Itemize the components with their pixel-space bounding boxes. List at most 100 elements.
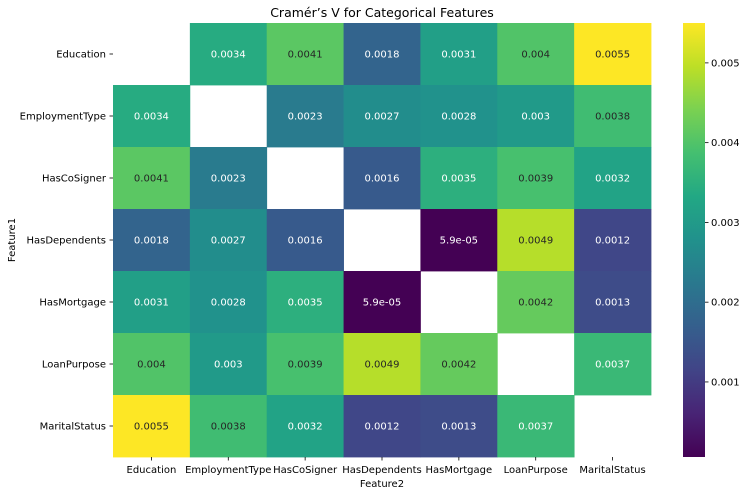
heatmap-cell [266,271,344,334]
cell-value-label: 0.0039 [518,174,553,185]
heatmap-cell [189,333,268,396]
colorbar-tick-label: 0.004 [711,138,740,149]
cell-value-label: 0.0035 [288,298,323,309]
cell-value-label: 0.003 [214,360,243,371]
cell-value-label: 0.0013 [441,422,476,433]
heatmap-cell [113,395,191,458]
cell-value-label: 0.0055 [595,50,630,61]
cell-value-label: 0.0032 [288,422,323,433]
heatmap-cell [497,209,575,272]
cell-value-label: 0.0034 [134,112,169,123]
heatmap-cell [189,271,268,334]
heatmap-cell [497,395,575,458]
chart-title: Cramér’s V for Categorical Features [270,5,494,20]
cell-value-label: 0.003 [521,112,550,123]
y-tick-label: HasCoSigner [42,174,107,185]
heatmap-cell [574,209,652,272]
heatmap-cell [420,23,498,86]
cell-value-label: 0.0018 [134,236,169,247]
y-axis-label: Feature1 [7,218,18,262]
y-tick-label: HasMortgage [39,298,106,309]
x-tick-label: HasCoSigner [273,465,338,476]
cell-value-label: 0.0042 [518,298,553,309]
x-axis-ticks: Education EmploymentType HasCoSigner HasDep… [127,457,646,476]
cell-value-label: 0.0049 [518,236,553,247]
heatmap-cell [420,209,498,272]
cell-value-label: 0.004 [521,50,550,61]
heatmap-cell [266,333,344,396]
y-tick-label: EmploymentType [20,112,106,123]
x-tick-label: LoanPurpose [504,465,568,476]
heatmap-cell [420,85,498,148]
y-axis-ticks: Education EmploymentType HasCoSigner HasDep… [20,50,113,433]
heatmap-cell [189,147,268,210]
cell-value-label: 0.0018 [365,50,400,61]
colorbar-tick-label: 0.003 [711,218,740,229]
colorbar: 0.001 0.002 0.003 0.004 0.005 [683,23,740,457]
colorbar-gradient [683,23,705,457]
y-tick-label: HasDependents [26,236,106,247]
cell-value-label: 0.0042 [441,360,476,371]
cell-value-label: 0.0023 [288,112,323,123]
colorbar-tick-label: 0.002 [711,298,740,309]
heatmap-cell [574,85,652,148]
heatmap-cell [420,147,498,210]
heatmap-cell [574,271,652,334]
cell-value-label: 0.0035 [441,174,476,185]
heatmap-cells: 0.0034 0.0041 0.0018 0.0031 0.004 0.0055 0.003… [113,23,652,458]
heatmap-cell [113,333,191,396]
cell-value-label: 0.0027 [365,112,400,123]
x-tick-label: Education [127,465,177,476]
heatmap-cell [189,23,268,86]
heatmap-cell [343,23,421,86]
cell-value-label: 0.0055 [134,422,169,433]
heatmap-cell [574,147,652,210]
heatmap-cell [420,395,498,458]
heatmap-cell [113,85,191,148]
cell-value-label: 0.0028 [441,112,476,123]
heatmap-cell [266,395,344,458]
cell-value-label: 0.0038 [211,422,246,433]
heatmap-cell [497,147,575,210]
heatmap-cell [343,85,421,148]
cell-value-label: 5.9e-05 [440,236,478,247]
cell-value-label: 0.004 [137,360,166,371]
heatmap-cell [266,85,344,148]
cell-value-label: 0.0037 [595,360,630,371]
heatmap-cell [113,209,191,272]
heatmap-cell [497,85,575,148]
heatmap-cell [189,395,268,458]
heatmap-cell [266,23,344,86]
cell-value-label: 0.0031 [134,298,169,309]
colorbar-tick-label: 0.001 [711,377,740,388]
cell-value-label: 0.0049 [365,360,400,371]
x-tick-label: EmploymentType [185,465,271,476]
x-tick-label: HasDependents [342,465,422,476]
heatmap-cell [497,271,575,334]
cell-value-label: 5.9e-05 [363,298,401,309]
heatmap-cell [343,147,421,210]
heatmap-cell [343,333,421,396]
heatmap-cell [574,23,652,86]
heatmap-cell [113,271,191,334]
cell-value-label: 0.0041 [288,50,323,61]
cell-value-label: 0.0023 [211,174,246,185]
cell-value-label: 0.0028 [211,298,246,309]
heatmap-cell [266,209,344,272]
heatmap-cell [420,333,498,396]
y-tick-label: LoanPurpose [42,360,106,371]
cell-value-label: 0.0016 [288,236,323,247]
cell-value-label: 0.0013 [595,298,630,309]
cell-value-label: 0.0012 [365,422,400,433]
heatmap-cell [343,271,421,334]
cell-value-label: 0.0039 [288,360,323,371]
cell-value-label: 0.0012 [595,236,630,247]
heatmap-cell [343,395,421,458]
cell-value-label: 0.0034 [211,50,246,61]
colorbar-tick-label: 0.005 [711,58,740,69]
x-tick-label: MaritalStatus [579,465,645,476]
cell-value-label: 0.0041 [134,174,169,185]
heatmap-cell [113,147,191,210]
cell-value-label: 0.0037 [518,422,553,433]
